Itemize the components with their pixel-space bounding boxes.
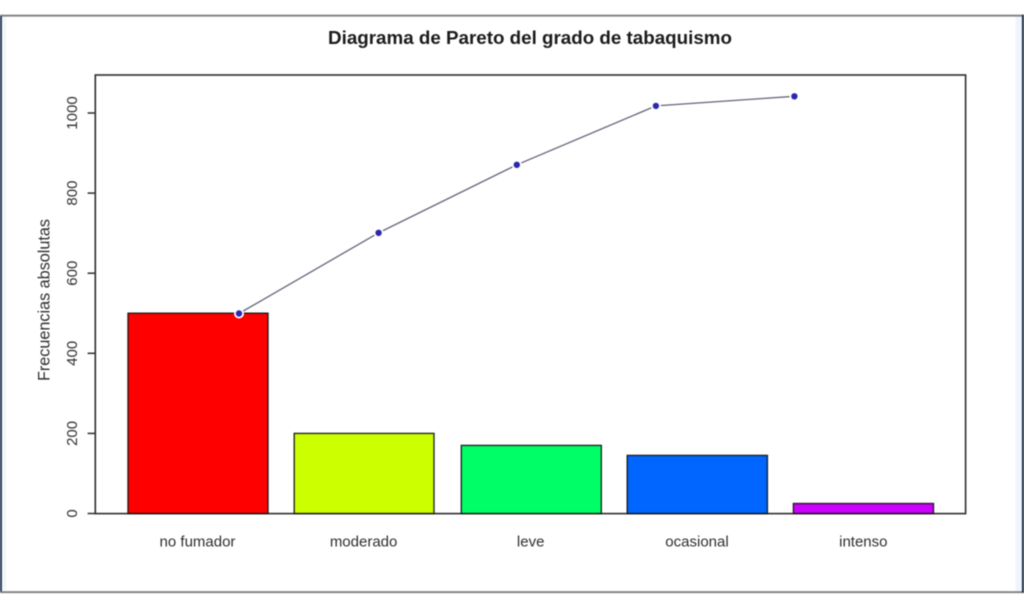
- svg-text:0: 0: [64, 509, 81, 517]
- svg-text:moderado: moderado: [330, 534, 398, 551]
- svg-text:leve: leve: [517, 534, 545, 551]
- svg-text:400: 400: [64, 341, 81, 366]
- svg-text:200: 200: [64, 421, 81, 446]
- svg-text:Diagrama de Pareto del grado d: Diagrama de Pareto del grado de tabaquis…: [328, 27, 732, 48]
- svg-text:ocasional: ocasional: [665, 534, 728, 551]
- svg-text:1000: 1000: [64, 96, 81, 129]
- svg-text:600: 600: [64, 261, 81, 286]
- svg-text:no fumador: no fumador: [160, 534, 236, 551]
- svg-text:800: 800: [64, 181, 81, 206]
- svg-text:Frecuencias absolutas: Frecuencias absolutas: [36, 219, 54, 381]
- svg-text:intenso: intenso: [839, 534, 887, 551]
